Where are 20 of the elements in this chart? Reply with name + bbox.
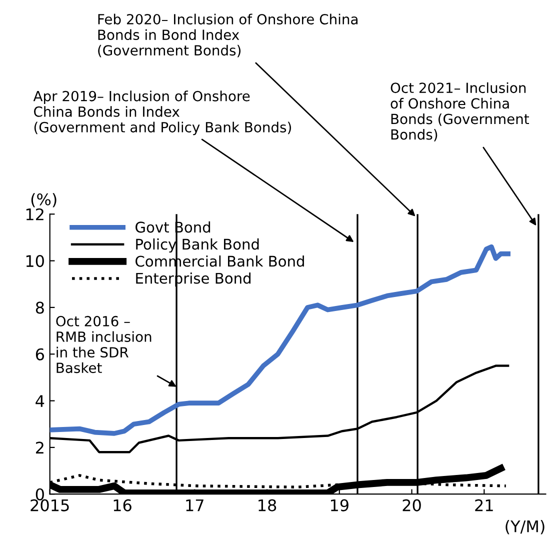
annotation: Oct 2021– Inclusion of Onshore China Bonds (Government Bonds) (390, 82, 530, 142)
annotation: Feb 2020– Inclusion of Onshore China Bonds in Bond Index (Government Bonds) (98, 14, 358, 58)
y-tick-label: 10 (26, 254, 44, 268)
y-tick-label: 6 (36, 348, 44, 360)
x-tick-label: 18 (258, 499, 276, 512)
y-tick-label: 4 (36, 395, 44, 407)
x-tick-label: 20 (402, 499, 421, 512)
y-tick-label: 0 (36, 488, 44, 500)
x-tick-label: 21 (475, 499, 493, 512)
x-tick-label: 2015 (30, 499, 69, 512)
x-axis-title: (Y/M) (506, 520, 544, 534)
y-tick-label: 8 (36, 302, 44, 314)
annotation: Apr 2019– Inclusion of Onshore China Bonds in Index (Government and Policy Bank Bonds) (33, 90, 291, 136)
x-tick-label: 16 (114, 499, 132, 512)
x-tick-label: 17 (186, 499, 204, 512)
y-axis-title: (%) (31, 193, 56, 208)
y-tick-label: 12 (26, 208, 44, 220)
y-tick-label: 2 (36, 442, 44, 454)
x-tick-label: 19 (330, 499, 348, 512)
annotation: Oct 2016 – RMB inclusion in the SDR Basket (56, 316, 152, 374)
